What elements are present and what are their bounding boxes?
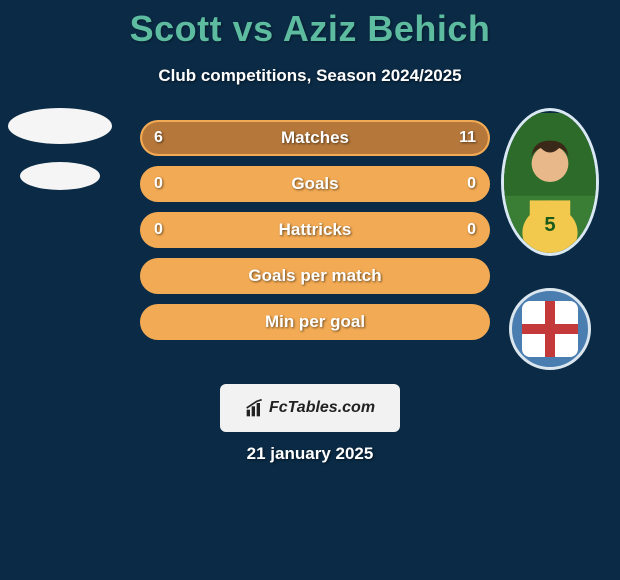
bar-label: Goals: [142, 168, 488, 200]
club-logo-inner: [522, 301, 578, 357]
date-text: 21 january 2025: [0, 444, 620, 464]
left-club-logo-placeholder: [20, 162, 100, 190]
page-title: Scott vs Aziz Behich: [0, 0, 620, 50]
right-player-column: 5: [500, 108, 600, 370]
bar-label: Matches: [142, 122, 488, 154]
stat-bar-goals: Goals0 0: [140, 166, 490, 202]
bar-value-left: 0: [142, 168, 175, 200]
brand-text: FcTables.com: [269, 399, 375, 417]
subtitle: Club competitions, Season 2024/2025: [0, 66, 620, 86]
comparison-bars: Matches611Goals00Hattricks00Goals per ma…: [140, 120, 490, 350]
right-club-logo: [509, 288, 591, 370]
bar-label: Hattricks: [142, 214, 488, 246]
svg-text:5: 5: [544, 214, 555, 236]
bar-value-right: 0: [455, 214, 488, 246]
stat-bar-hattricks: Hattricks0 0: [140, 212, 490, 248]
bar-value-right: 11: [447, 122, 488, 154]
bar-value-right: 0: [455, 168, 488, 200]
bar-label: Min per goal: [142, 306, 488, 338]
left-player-avatar-placeholder: [8, 108, 112, 144]
left-player-column: [8, 108, 116, 208]
stat-bar-min-per-goal: Min per goal: [140, 304, 490, 340]
brand-badge: FcTables.com: [220, 384, 400, 432]
stat-bar-matches: Matches6 11: [140, 120, 490, 156]
bar-value-left: 6: [142, 122, 175, 154]
bar-label: Goals per match: [142, 260, 488, 292]
right-player-photo: 5: [501, 108, 599, 256]
player-photo-svg: 5: [504, 111, 596, 253]
chart-icon: [245, 398, 265, 418]
bar-value-left: 0: [142, 214, 175, 246]
stat-bar-goals-per-match: Goals per match: [140, 258, 490, 294]
